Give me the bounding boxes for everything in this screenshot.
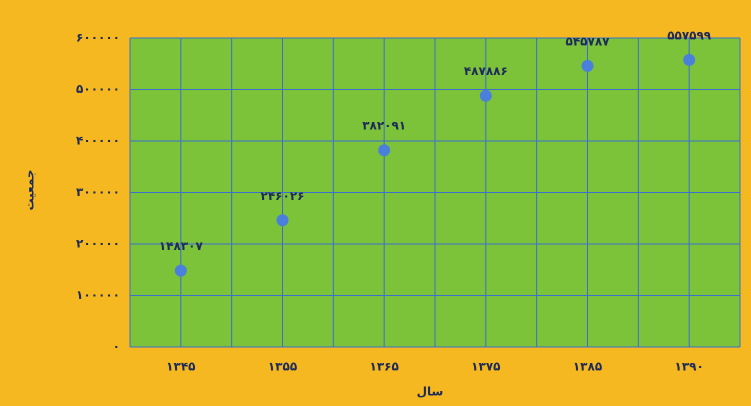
data-label: ۳۸۲۰۹۱ bbox=[362, 119, 406, 133]
data-label: ۱۴۸۳۰۷ bbox=[159, 239, 204, 253]
x-tick-label: ۱۳۹۰ bbox=[675, 360, 704, 374]
marker bbox=[683, 53, 696, 66]
y-tick-label: ۱۰۰۰۰۰ bbox=[76, 288, 120, 302]
x-tick-label: ۱۳۷۵ bbox=[471, 360, 500, 374]
x-tick-label: ۱۳۸۵ bbox=[573, 360, 602, 374]
y-tick-label: ۶۰۰۰۰۰ bbox=[76, 31, 120, 45]
data-label: ۵۴۵۷۸۷ bbox=[566, 34, 611, 48]
x-axis-title: سال bbox=[417, 385, 444, 399]
y-tick-label: ۲۰۰۰۰۰ bbox=[76, 237, 120, 251]
data-label: ۵۵۷۵۹۹ bbox=[667, 28, 712, 42]
y-tick-label: ۴۰۰۰۰۰ bbox=[76, 134, 120, 148]
y-axis-title: جمعیت bbox=[23, 169, 37, 210]
marker bbox=[276, 214, 289, 227]
marker bbox=[581, 59, 594, 72]
x-tick-label: ۱۳۶۵ bbox=[370, 360, 399, 374]
data-label: ۴۸۷۸۸۶ bbox=[464, 64, 508, 78]
marker bbox=[174, 264, 187, 277]
x-tick-label: ۱۳۴۵ bbox=[166, 360, 195, 374]
y-tick-label: ۰ bbox=[113, 340, 120, 354]
marker bbox=[479, 89, 492, 102]
x-tick-label: ۱۳۵۵ bbox=[268, 360, 297, 374]
y-tick-label: ۵۰۰۰۰۰ bbox=[76, 82, 120, 96]
y-tick-label: ۳۰۰۰۰۰ bbox=[76, 185, 120, 199]
data-label: ۲۴۶۰۲۶ bbox=[261, 189, 305, 203]
marker bbox=[378, 144, 391, 157]
